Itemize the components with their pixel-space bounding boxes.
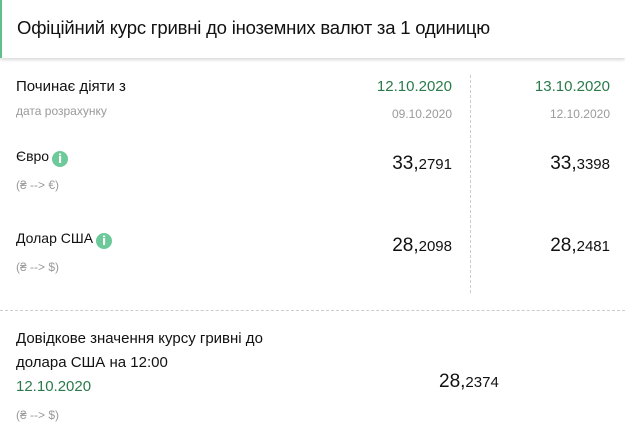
- rate-dec: 3398: [576, 156, 610, 173]
- page-title: Офіційний курс гривні до іноземних валют…: [17, 17, 490, 38]
- euro-rate-col2: 33,3398: [550, 153, 610, 175]
- euro-pair: (₴ --> €): [16, 178, 60, 192]
- rate-dec: 2098: [418, 238, 452, 255]
- col2-calc-date: 12.10.2020: [549, 107, 610, 121]
- effective-label: Починає діяти з: [16, 78, 126, 95]
- euro-rate-col1: 33,2791: [392, 153, 452, 175]
- usd-pair: (₴ --> $): [16, 260, 60, 274]
- reference-rate: 28,2374: [439, 371, 499, 393]
- col2-effective-date: 13.10.2020: [534, 78, 610, 95]
- usd-rate-col2: 28,2481: [550, 235, 610, 257]
- reference-line1: Довідкове значення курсу гривні до: [16, 330, 263, 347]
- page-header: Офіційний курс гривні до іноземних валют…: [0, 0, 625, 58]
- usd-label: Долар США: [16, 230, 94, 246]
- reference-line2: долара США на 12:00: [16, 354, 168, 371]
- calc-label: дата розрахунку: [16, 104, 107, 118]
- rate-int: 28,: [550, 235, 577, 256]
- section-divider: [0, 310, 625, 311]
- rate-int: 28,: [439, 371, 466, 392]
- column-divider: [470, 75, 471, 293]
- rate-int: 33,: [392, 153, 419, 174]
- rate-dec: 2791: [418, 156, 452, 173]
- rate-dec: 2481: [576, 238, 610, 255]
- rate-dec: 2374: [465, 374, 499, 391]
- info-icon[interactable]: i: [52, 151, 69, 167]
- rate-int: 33,: [550, 153, 577, 174]
- col1-calc-date: 09.10.2020: [391, 107, 452, 121]
- euro-label: Євро: [16, 148, 50, 164]
- usd-rate-col1: 28,2098: [392, 235, 452, 257]
- euro-row: Євро i: [16, 148, 69, 167]
- rate-int: 28,: [392, 235, 419, 256]
- reference-pair: (₴ --> $): [16, 408, 60, 422]
- reference-date: 12.10.2020: [16, 378, 92, 395]
- info-icon[interactable]: i: [96, 233, 113, 249]
- usd-row: Долар США i: [16, 230, 113, 249]
- col1-effective-date: 12.10.2020: [376, 78, 452, 95]
